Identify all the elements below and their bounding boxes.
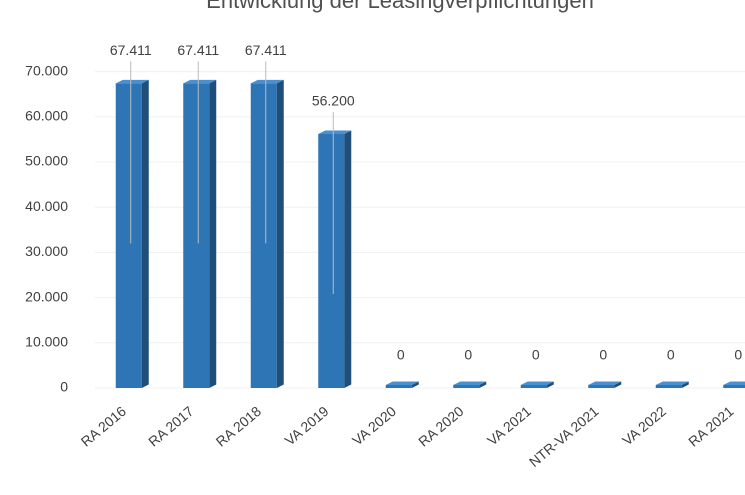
x-tick-label: VA 2019: [282, 403, 332, 449]
bar-face: [723, 385, 745, 388]
bar: [723, 381, 745, 388]
bar-face: [250, 79, 284, 84]
bar-face: [614, 381, 622, 388]
bar-face: [479, 381, 487, 388]
data-label: 0: [397, 347, 405, 363]
bar-face: [318, 130, 352, 135]
x-tick-label: RA 2020: [415, 403, 467, 450]
bar-face: [115, 83, 142, 389]
bar: [655, 381, 689, 388]
bar-face: [115, 79, 149, 84]
bar: [453, 381, 487, 388]
bar-face: [520, 381, 554, 385]
bar-face: [588, 385, 615, 388]
bar-face: [318, 134, 345, 388]
bar-face: [385, 381, 419, 385]
data-label: 67.411: [245, 42, 287, 58]
bar-face: [276, 79, 284, 389]
chart-title: Entwicklung der Leasingverpflichtungen: [206, 0, 594, 13]
x-tick-label: VA 2022: [619, 403, 669, 449]
bar-face: [385, 385, 412, 388]
y-tick-label: 0: [60, 379, 68, 395]
y-tick-label: 50.000: [25, 153, 68, 169]
bar-face: [411, 381, 419, 388]
x-tick-label: RA 2018: [213, 403, 265, 450]
bar-face: [453, 381, 487, 385]
bar-face: [588, 381, 622, 385]
data-label: 56.200: [312, 93, 355, 109]
bar-face: [209, 79, 217, 389]
x-tick-label: VA 2021: [484, 403, 534, 449]
data-label: 0: [532, 347, 540, 363]
bar: [588, 381, 622, 388]
y-tick-label: 60.000: [25, 108, 68, 124]
bar: [385, 381, 419, 388]
bar-face: [655, 385, 682, 388]
data-label: 0: [464, 347, 472, 363]
x-tick-label: RA 2017: [145, 403, 197, 450]
data-label: 67.411: [177, 42, 219, 58]
x-tick-label: RA 2021: [685, 403, 737, 450]
data-label: 0: [599, 347, 607, 363]
bar: [318, 130, 352, 388]
y-tick-label: 30.000: [25, 243, 68, 259]
bar-face: [546, 381, 554, 388]
x-tick-label: RA 2016: [78, 403, 130, 450]
y-tick-label: 20.000: [25, 288, 68, 304]
bar: [115, 79, 149, 389]
bar: [183, 79, 217, 389]
bar-face: [183, 83, 210, 389]
data-label: 0: [734, 347, 742, 363]
bar-face: [655, 381, 689, 385]
bar-face: [520, 385, 547, 388]
x-tick-label: NTR-VA 2021: [526, 403, 602, 470]
data-label: 0: [667, 347, 675, 363]
bar-face: [723, 381, 745, 385]
data-label: 67.411: [110, 42, 152, 58]
y-tick-label: 40.000: [25, 198, 68, 214]
y-tick-label: 10.000: [25, 334, 68, 350]
bar: [250, 79, 284, 389]
bar-face: [183, 79, 217, 84]
bar: [520, 381, 554, 388]
bar-face: [453, 385, 480, 388]
bar-face: [681, 381, 689, 388]
y-tick-label: 70.000: [25, 62, 68, 78]
bar-face: [344, 130, 352, 388]
x-tick-label: VA 2020: [349, 403, 399, 449]
bar-face: [250, 83, 277, 389]
bar-face: [141, 79, 149, 389]
